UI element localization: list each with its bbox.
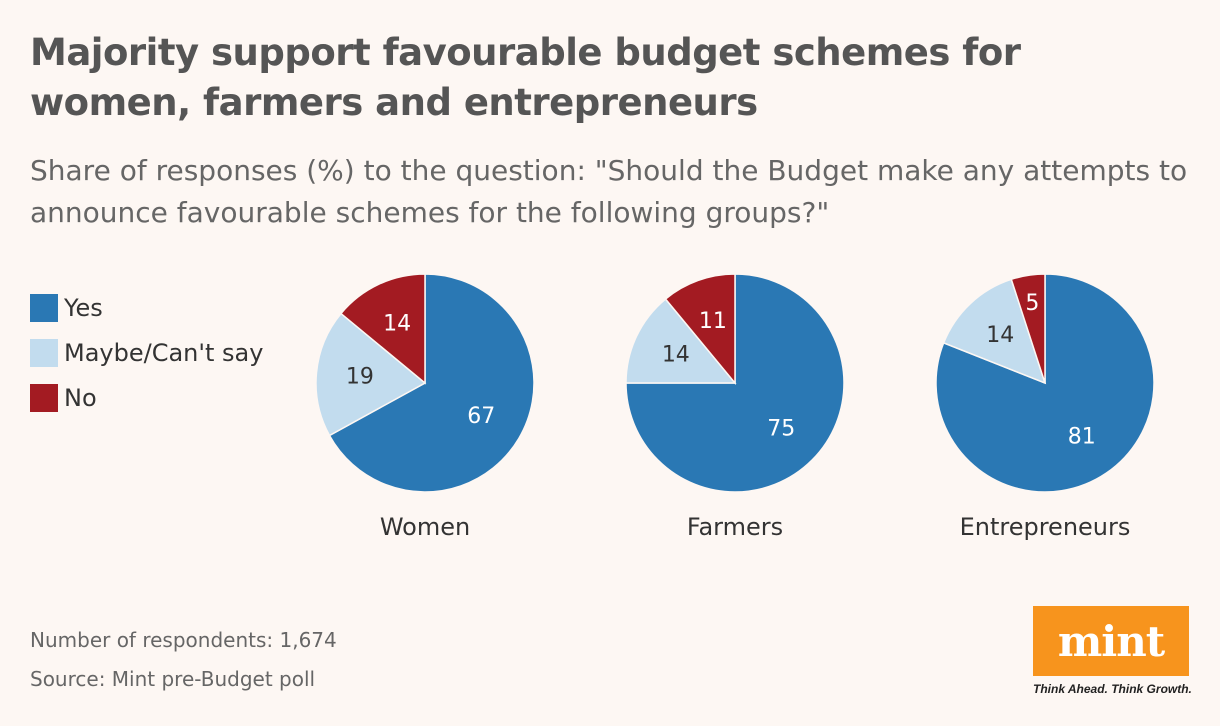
chart-subtitle: Share of responses (%) to the question: …: [30, 154, 1188, 229]
pie-slice-women-no: [339, 273, 426, 385]
pie-slice-farmers-no: [664, 273, 736, 386]
pie-slice-women-yes: [328, 273, 535, 493]
pie-name-entrepreneurs: Entrepreneurs: [960, 513, 1131, 541]
pie-label-farmers-yes: 75: [767, 417, 795, 442]
legend-item-maybe: Maybe/Can't say: [30, 330, 263, 375]
legend-swatch-no: [30, 383, 58, 412]
legend-swatch-yes: [30, 293, 58, 322]
legend-item-no: No: [30, 375, 263, 420]
pie-slice-farmers-maybe: [625, 297, 737, 384]
logo-tagline: Think Ahead. Think Growth.: [1033, 682, 1192, 696]
pie-name-farmers: Farmers: [687, 513, 783, 541]
pie-slice-entrepreneurs-no: [1010, 273, 1046, 384]
legend: Yes Maybe/Can't say No: [30, 285, 263, 420]
legend-label-no: No: [64, 383, 97, 412]
legend-label-yes: Yes: [64, 293, 103, 322]
legend-label-maybe: Maybe/Can't say: [64, 338, 264, 367]
pie-label-women-maybe: 19: [346, 364, 374, 389]
legend-swatch-maybe: [30, 338, 58, 367]
legend-item-yes: Yes: [30, 285, 263, 330]
pie-name-women: Women: [380, 513, 470, 541]
respondents-note: Number of respondents: 1,674: [30, 628, 337, 652]
pie-label-entrepreneurs-yes: 81: [1068, 425, 1096, 450]
pie-label-farmers-maybe: 14: [662, 343, 690, 368]
pie-label-entrepreneurs-no: 5: [1025, 291, 1039, 316]
chart-title: Majority support favourable budget schem…: [30, 31, 1021, 124]
pie-label-women-yes: 67: [467, 404, 495, 429]
logo-text: mint: [1057, 616, 1165, 666]
mint-logo: mint: [1033, 606, 1189, 676]
pie-slice-women-maybe: [315, 312, 427, 437]
pie-label-women-no: 14: [383, 311, 411, 336]
pie-label-entrepreneurs-maybe: 14: [986, 323, 1014, 348]
source-note: Source: Mint pre-Budget poll: [30, 667, 316, 691]
pie-label-farmers-no: 11: [699, 309, 727, 334]
